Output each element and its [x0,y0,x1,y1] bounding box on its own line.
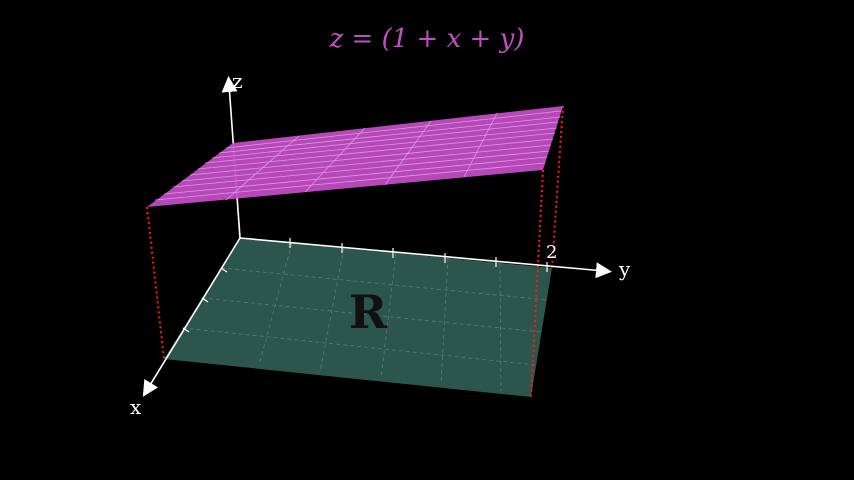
region-grid [182,242,548,392]
x-axis-ticks [182,267,228,333]
x-axis-label: x [130,395,142,419]
surface [147,106,563,207]
surface-plane [147,106,563,207]
x-axis [142,237,241,397]
surface-grid [154,110,562,201]
z-axis-label: z [232,69,243,93]
region-label: R [349,285,388,339]
projection-line-front-left [146,206,165,360]
y-axis-ticks [289,238,548,272]
region-r [164,238,552,397]
region-plane [164,238,552,397]
y-axis-label: y [618,257,631,281]
y-axis [239,237,612,279]
projection-line-back-right [551,105,564,269]
surface-equation-title: z = (1 + x + y) [329,24,525,54]
y-tick-label-2: 2 [546,242,557,263]
